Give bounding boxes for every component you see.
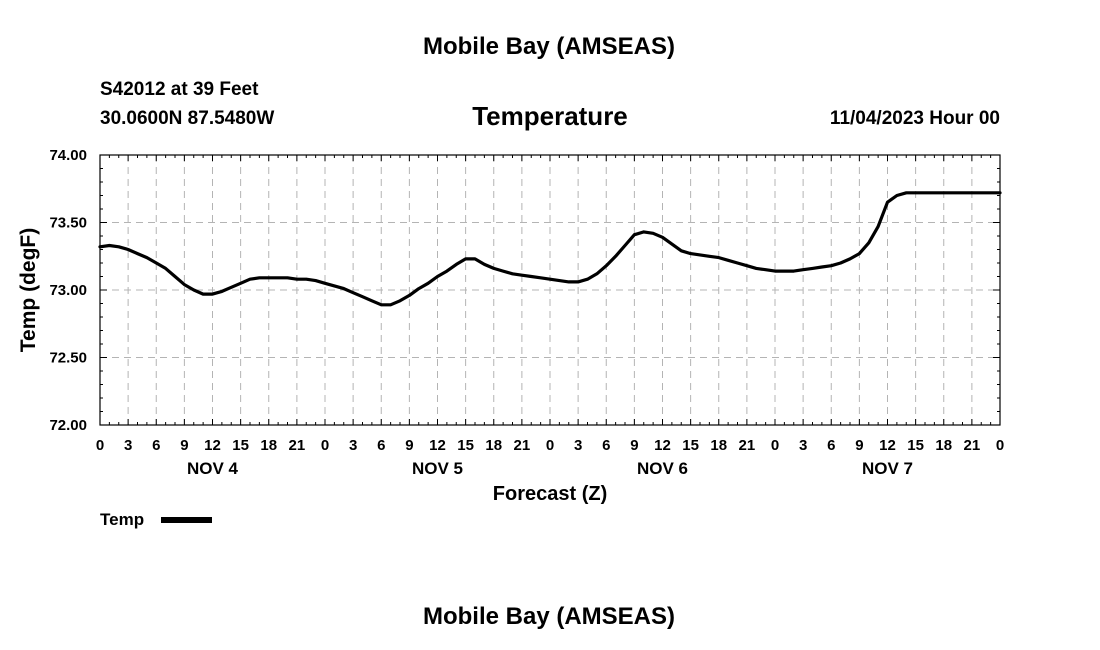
variable-title: Temperature bbox=[472, 101, 628, 131]
footer-title: Mobile Bay (AMSEAS) bbox=[423, 603, 675, 630]
y-tick-label: 72.50 bbox=[49, 350, 87, 367]
y-tick-label: 74.00 bbox=[49, 147, 87, 164]
x-tick-label: 18 bbox=[710, 437, 727, 454]
x-tick-label: 3 bbox=[574, 437, 582, 454]
x-tick-label: 15 bbox=[457, 437, 474, 454]
run-time-label: 11/04/2023 Hour 00 bbox=[830, 108, 1000, 129]
day-label: NOV 6 bbox=[637, 459, 688, 478]
y-tick-label: 72.00 bbox=[49, 417, 87, 434]
x-tick-label: 18 bbox=[485, 437, 502, 454]
x-tick-label: 12 bbox=[879, 437, 896, 454]
legend-label: Temp bbox=[100, 510, 144, 529]
x-tick-label: 9 bbox=[180, 437, 188, 454]
series-temp-line bbox=[98, 191, 1002, 307]
coordinates-label: 30.0600N 87.5480W bbox=[100, 108, 274, 129]
x-tick-label: 12 bbox=[204, 437, 221, 454]
y-tick-label: 73.00 bbox=[49, 282, 87, 299]
x-tick-label: 0 bbox=[546, 437, 554, 454]
legend: Temp bbox=[100, 510, 212, 529]
x-tick-label: 0 bbox=[996, 437, 1004, 454]
station-label: S42012 at 39 Feet bbox=[100, 79, 259, 100]
day-label: NOV 4 bbox=[187, 459, 239, 478]
x-tick-label: 9 bbox=[855, 437, 863, 454]
day-labels: NOV 4 NOV 5 NOV 6 NOV 7 bbox=[187, 459, 913, 478]
x-tick-label: 3 bbox=[799, 437, 807, 454]
axis-ticks bbox=[99, 154, 1001, 426]
x-tick-label: 21 bbox=[514, 437, 531, 454]
y-tick-labels: 72.00 72.50 73.00 73.50 74.00 bbox=[49, 147, 87, 434]
x-tick-label: 15 bbox=[682, 437, 699, 454]
x-tick-label: 6 bbox=[152, 437, 160, 454]
x-tick-label: 15 bbox=[907, 437, 924, 454]
x-tick-label: 15 bbox=[232, 437, 249, 454]
day-label: NOV 7 bbox=[862, 459, 913, 478]
x-tick-label: 12 bbox=[654, 437, 671, 454]
x-tick-label: 0 bbox=[771, 437, 779, 454]
x-tick-label: 9 bbox=[405, 437, 413, 454]
x-tick-label: 21 bbox=[739, 437, 756, 454]
x-tick-label: 21 bbox=[289, 437, 306, 454]
x-axis-label: Forecast (Z) bbox=[493, 483, 607, 505]
x-tick-label: 0 bbox=[96, 437, 104, 454]
x-tick-label: 0 bbox=[321, 437, 329, 454]
x-tick-label: 3 bbox=[124, 437, 132, 454]
y-axis-label: Temp (degF) bbox=[17, 228, 40, 352]
x-tick-label: 3 bbox=[349, 437, 357, 454]
x-tick-label: 21 bbox=[964, 437, 981, 454]
day-label: NOV 5 bbox=[412, 459, 463, 478]
x-tick-label: 9 bbox=[630, 437, 638, 454]
x-tick-label: 6 bbox=[377, 437, 385, 454]
grid-lines bbox=[100, 155, 1000, 425]
x-tick-label: 6 bbox=[602, 437, 610, 454]
x-tick-label: 18 bbox=[260, 437, 277, 454]
x-tick-labels: 0 3 6 9 12 15 18 21 0 3 6 9 12 15 18 21 0 3 6 9 12 15 18 21 0 3 6 9… bbox=[96, 437, 1004, 454]
x-tick-label: 12 bbox=[429, 437, 446, 454]
x-tick-label: 18 bbox=[935, 437, 952, 454]
y-tick-label: 73.50 bbox=[49, 215, 87, 232]
x-tick-label: 6 bbox=[827, 437, 835, 454]
chart-title: Mobile Bay (AMSEAS) bbox=[423, 33, 675, 60]
